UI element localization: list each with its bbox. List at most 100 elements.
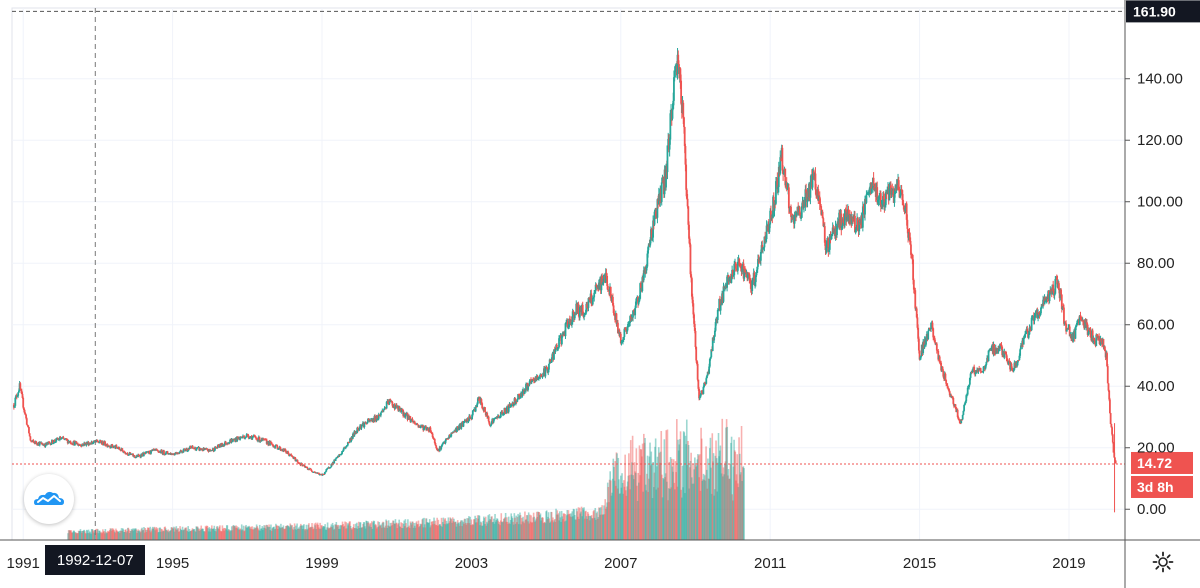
volume-bar xyxy=(128,533,131,540)
volume-bar xyxy=(609,471,612,540)
candle-body xyxy=(785,182,788,190)
candle-body xyxy=(682,102,685,118)
candle-body xyxy=(336,457,338,459)
candle-body xyxy=(150,450,152,454)
volume-bar xyxy=(85,529,88,540)
volume-bar xyxy=(231,530,234,540)
volume-bar xyxy=(159,531,162,540)
candle-body xyxy=(948,388,950,392)
candle-body xyxy=(417,424,420,427)
candle-body xyxy=(930,322,932,330)
volume-bar xyxy=(222,527,225,540)
candle-body xyxy=(553,349,555,360)
volume-bar xyxy=(97,529,99,540)
candle-body xyxy=(843,209,846,226)
candle-body xyxy=(1003,351,1006,358)
volume-bar xyxy=(425,518,428,540)
candle-body xyxy=(830,235,833,240)
volume-bar xyxy=(543,522,546,540)
volume-bar xyxy=(387,520,390,540)
volume-bar xyxy=(400,527,403,540)
volume-bar xyxy=(411,521,414,540)
candle-body xyxy=(592,297,595,299)
candle-body xyxy=(761,245,764,249)
volume-bar xyxy=(129,530,132,540)
volume-bar xyxy=(546,519,549,540)
candle-body xyxy=(595,284,598,287)
volume-bar xyxy=(77,530,80,540)
volume-bar xyxy=(260,528,263,540)
candle-body xyxy=(982,366,985,372)
candle-body xyxy=(855,227,858,230)
candle-body xyxy=(651,237,654,241)
candle-body xyxy=(1000,344,1003,347)
candle-body xyxy=(213,450,216,452)
volume-bar xyxy=(537,511,539,540)
candle-body xyxy=(639,283,642,288)
tradingview-cloud-icon[interactable] xyxy=(24,474,74,524)
volume-bar xyxy=(481,525,483,540)
volume-bar xyxy=(715,458,718,540)
volume-bar xyxy=(118,531,120,540)
volume-bar xyxy=(697,454,699,540)
candle-body xyxy=(623,328,626,337)
volume-bar xyxy=(727,469,730,540)
candle-body xyxy=(158,451,160,453)
volume-bar xyxy=(266,524,269,540)
volume-bar xyxy=(136,530,139,540)
volume-bar xyxy=(360,527,363,540)
volume-bar xyxy=(206,525,208,540)
volume-bar xyxy=(583,507,585,540)
volume-bar xyxy=(420,523,423,540)
volume-bar xyxy=(290,526,293,540)
candle-body xyxy=(901,190,904,200)
candle-body xyxy=(754,275,757,283)
volume-bar xyxy=(160,528,163,540)
volume-bar xyxy=(247,526,249,540)
gear-icon[interactable] xyxy=(1150,549,1176,575)
candle-body xyxy=(751,280,754,291)
candle-body xyxy=(538,376,541,378)
volume-bar xyxy=(659,462,661,540)
candle-body xyxy=(715,318,718,323)
candle-body xyxy=(14,397,17,406)
volume-bar xyxy=(711,433,714,540)
volume-bar xyxy=(108,530,111,540)
time-axis[interactable]: 1991 1995 1999 2003 2007 2011 2015 2019 xyxy=(0,539,1200,572)
volume-bar xyxy=(299,525,302,540)
volume-bar xyxy=(359,522,362,540)
candle-body xyxy=(1019,345,1022,350)
volume-bar xyxy=(331,522,334,540)
candle-body xyxy=(622,339,624,342)
volume-bar xyxy=(403,526,406,540)
candle-body xyxy=(711,337,714,352)
volume-bar xyxy=(575,519,577,540)
volume-bar xyxy=(655,489,658,540)
candle-body xyxy=(531,379,534,382)
candle-body xyxy=(382,409,385,411)
y-tick-label: 120.00 xyxy=(1137,132,1183,149)
candle-body xyxy=(367,419,370,421)
volume-bar xyxy=(100,533,103,540)
candle-body xyxy=(214,446,217,449)
volume-bar xyxy=(417,520,420,540)
candle-body xyxy=(125,453,127,455)
volume-bar xyxy=(69,530,71,540)
candle-body xyxy=(56,438,59,440)
candle-body xyxy=(828,234,831,250)
volume-bar xyxy=(430,521,433,540)
volume-bar xyxy=(72,530,75,540)
volume-bar xyxy=(288,526,290,540)
candle-body xyxy=(419,427,422,429)
volume-bar xyxy=(618,493,621,540)
candle-body xyxy=(244,436,247,438)
volume-bar xyxy=(292,530,295,540)
volume-bar xyxy=(448,522,450,540)
volume-bar xyxy=(649,465,652,540)
candle-body xyxy=(456,426,458,432)
candle-body xyxy=(906,219,909,229)
candle-body xyxy=(460,423,463,429)
candle-body xyxy=(383,407,386,410)
price-axis[interactable]: 0.0020.0040.0060.0080.00100.00120.00140.… xyxy=(1124,0,1183,588)
